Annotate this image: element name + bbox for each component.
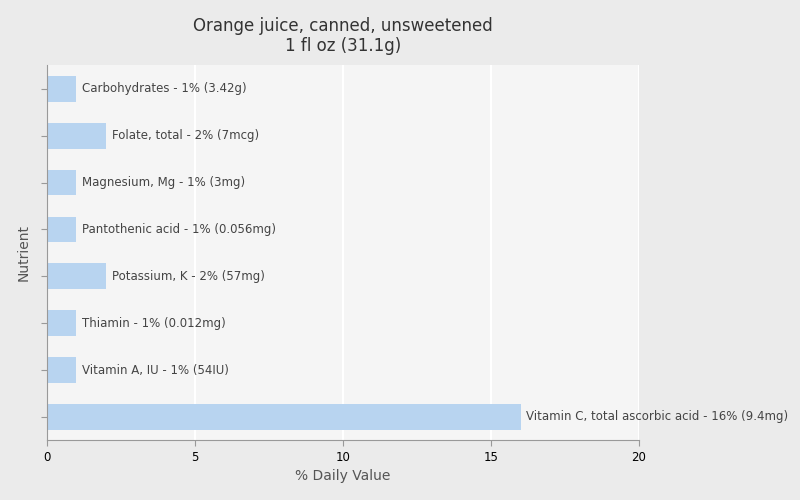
Bar xyxy=(46,264,106,289)
Text: Thiamin - 1% (0.012mg): Thiamin - 1% (0.012mg) xyxy=(82,316,226,330)
Y-axis label: Nutrient: Nutrient xyxy=(17,224,30,281)
Bar xyxy=(46,216,76,242)
Title: Orange juice, canned, unsweetened
1 fl oz (31.1g): Orange juice, canned, unsweetened 1 fl o… xyxy=(193,16,493,56)
Bar xyxy=(46,357,76,383)
Bar xyxy=(46,123,106,148)
Text: Pantothenic acid - 1% (0.056mg): Pantothenic acid - 1% (0.056mg) xyxy=(82,223,276,236)
Text: Folate, total - 2% (7mcg): Folate, total - 2% (7mcg) xyxy=(112,129,259,142)
Bar xyxy=(46,170,76,196)
Bar xyxy=(46,310,76,336)
Text: Vitamin C, total ascorbic acid - 16% (9.4mg): Vitamin C, total ascorbic acid - 16% (9.… xyxy=(526,410,789,424)
Bar xyxy=(46,76,76,102)
Bar xyxy=(46,404,521,430)
Text: Carbohydrates - 1% (3.42g): Carbohydrates - 1% (3.42g) xyxy=(82,82,247,96)
Text: Vitamin A, IU - 1% (54IU): Vitamin A, IU - 1% (54IU) xyxy=(82,364,229,376)
Text: Magnesium, Mg - 1% (3mg): Magnesium, Mg - 1% (3mg) xyxy=(82,176,246,189)
Text: Potassium, K - 2% (57mg): Potassium, K - 2% (57mg) xyxy=(112,270,265,283)
X-axis label: % Daily Value: % Daily Value xyxy=(295,470,390,484)
